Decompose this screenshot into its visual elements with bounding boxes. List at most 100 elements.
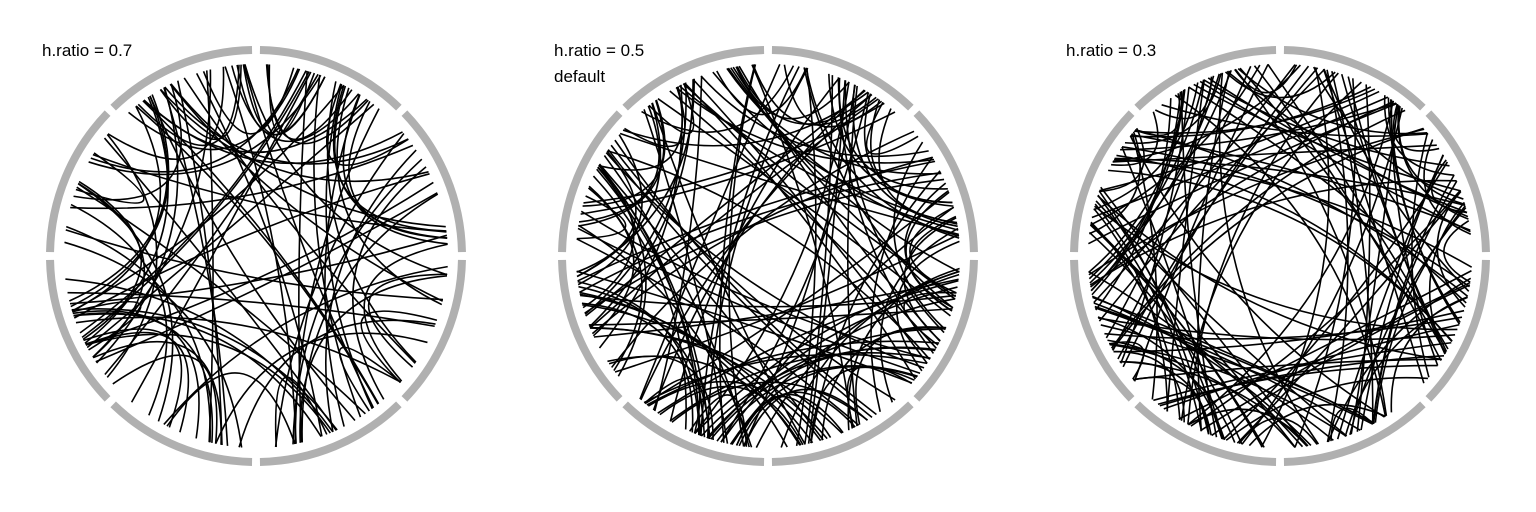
chord-link: [908, 215, 957, 309]
chord-link: [1294, 78, 1356, 448]
chord-diagram-0: [46, 46, 466, 466]
chord-link: [95, 192, 438, 363]
chord-link: [243, 64, 375, 409]
chord-link: [149, 95, 356, 422]
sector-track: [913, 110, 978, 253]
chord-link: [1113, 350, 1185, 423]
chord-link: [614, 139, 877, 416]
chord-link: [603, 155, 750, 448]
chord-link: [804, 75, 834, 445]
chord-link: [352, 166, 427, 400]
chord-link: [1116, 154, 1453, 343]
chord-link: [1383, 95, 1455, 176]
sector-track: [46, 110, 111, 253]
chord-link: [846, 85, 858, 427]
chord-link: [580, 294, 957, 308]
chord-link: [605, 152, 925, 369]
chord-link: [301, 193, 439, 443]
chord-link: [657, 98, 951, 317]
sector-track: [1070, 110, 1135, 253]
chord-link: [86, 103, 375, 349]
chord-panel-h-ratio-0-7: h.ratio = 0.7: [0, 0, 512, 512]
chord-panel-h-ratio-0-3: h.ratio = 0.3: [1024, 0, 1536, 512]
chord-link: [1117, 67, 1319, 360]
chord-link: [73, 312, 214, 443]
chord-link: [166, 372, 296, 445]
chord-link: [1253, 65, 1442, 361]
chord-link: [689, 394, 748, 447]
chord-link: [75, 152, 145, 204]
chord-link: [577, 280, 700, 436]
chord-link: [1248, 403, 1386, 447]
chord-link: [266, 64, 353, 141]
chord-link: [576, 238, 860, 426]
chord-link: [338, 346, 402, 412]
chord-link: [619, 132, 959, 236]
chord-link: [852, 84, 958, 228]
chord-link: [77, 183, 174, 422]
chord-link: [1187, 72, 1339, 425]
chord-link: [863, 93, 953, 204]
chord-link: [731, 365, 918, 446]
chord-link: [1114, 157, 1466, 207]
chord-link: [735, 393, 844, 446]
sector-track: [913, 259, 978, 402]
chord-link: [1090, 73, 1221, 292]
chord-link: [579, 291, 788, 448]
chord-link: [238, 319, 436, 448]
chord-link: [1095, 98, 1172, 311]
chord-link: [644, 191, 950, 405]
sector-track: [558, 259, 623, 402]
chord-link: [1110, 109, 1406, 349]
chord-link: [342, 93, 448, 245]
link-group: [64, 64, 448, 448]
chord-link: [584, 82, 687, 315]
chord-link: [92, 153, 447, 233]
chord-link: [652, 89, 865, 411]
chord-link: [590, 327, 843, 434]
chord-link: [659, 385, 804, 446]
chord-link: [909, 206, 957, 294]
chord-link: [1094, 203, 1203, 432]
chord-link: [1153, 341, 1452, 402]
sector-track: [1283, 401, 1426, 466]
chord-link: [1088, 131, 1141, 235]
chord-link: [205, 70, 214, 443]
chord-link: [75, 316, 402, 383]
chord-link: [1197, 70, 1231, 432]
chord-link: [624, 86, 686, 148]
chord-link: [137, 64, 240, 147]
chord-link: [720, 206, 955, 443]
chord-link: [104, 73, 319, 375]
chord-link: [896, 240, 960, 372]
sector-track: [259, 401, 402, 466]
sector-track: [259, 46, 402, 111]
chord-link: [1088, 79, 1205, 280]
chord-link: [588, 185, 643, 371]
sector-track: [622, 46, 765, 111]
chord-link: [65, 225, 211, 443]
chord-link: [1121, 146, 1224, 440]
chord-link: [1111, 111, 1159, 166]
chord-link: [1100, 324, 1374, 425]
chord-link: [1088, 89, 1185, 273]
chord-link: [578, 105, 660, 223]
sector-track: [1425, 259, 1490, 402]
chord-link: [700, 75, 929, 157]
chord-link: [706, 328, 946, 439]
chord-link: [577, 227, 921, 375]
chord-link: [1109, 343, 1296, 448]
sector-track: [558, 110, 623, 253]
chord-link: [1238, 417, 1318, 445]
chord-link: [69, 95, 169, 302]
chord-link: [903, 291, 957, 346]
chord-link: [135, 105, 379, 405]
chord-link: [583, 102, 885, 204]
chord-link: [878, 108, 958, 224]
chord-link: [183, 77, 416, 364]
chord-link: [706, 67, 809, 439]
chord-link: [1190, 189, 1461, 427]
chord-link: [716, 67, 808, 116]
chord-link: [675, 86, 935, 164]
sector-track-group: [1070, 46, 1490, 466]
